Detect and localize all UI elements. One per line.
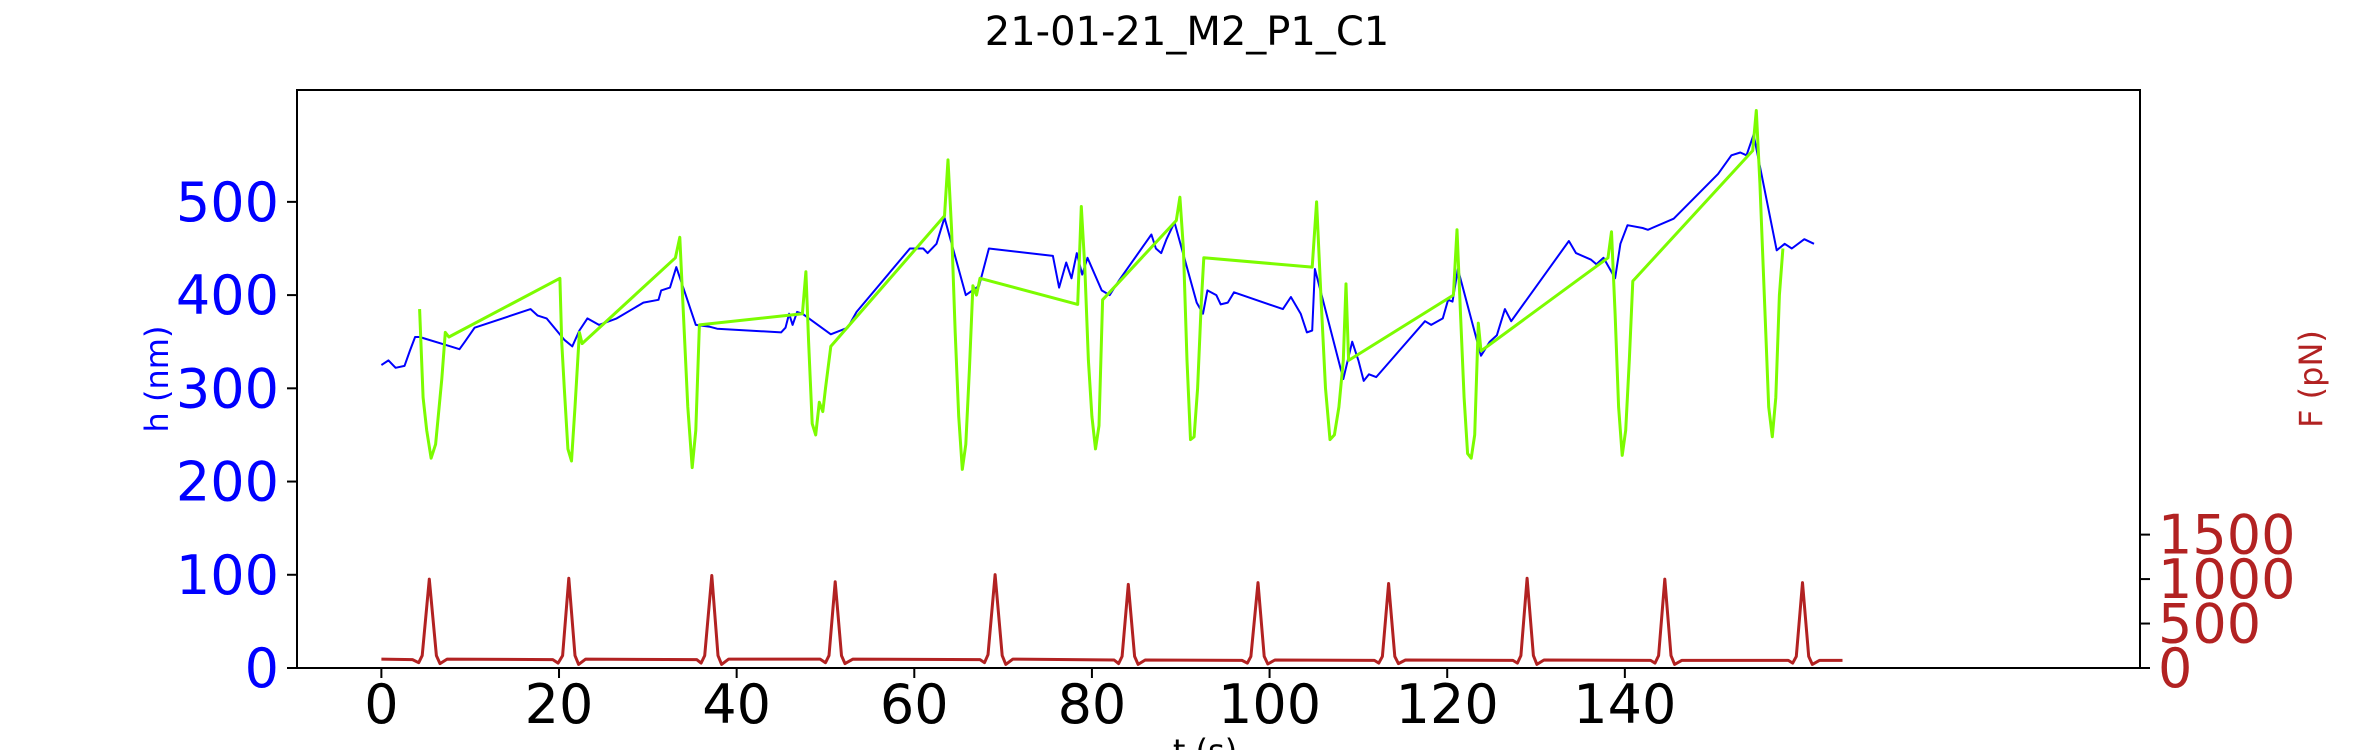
y-left-tick-label: 500 — [176, 171, 279, 234]
x-tick-label: 60 — [880, 673, 949, 736]
h-line-series — [380, 133, 1815, 382]
y-left-tick-label: 100 — [176, 544, 279, 607]
x-tick-label: 0 — [364, 673, 398, 736]
y-axis-left-label: h (nm) — [138, 326, 176, 433]
y-left-tick-label: 300 — [176, 357, 279, 420]
y-right-tick-label: 1500 — [2158, 504, 2295, 567]
x-tick-label: 20 — [525, 673, 594, 736]
chart-title: 21-01-21_M2_P1_C1 — [985, 9, 1389, 55]
y-left-tick-label: 400 — [176, 264, 279, 327]
x-tick-label: 100 — [1218, 673, 1321, 736]
x-tick-label: 120 — [1396, 673, 1499, 736]
x-tick-label: 80 — [1058, 673, 1127, 736]
y-axis-right-label: F (pN) — [2292, 330, 2330, 428]
x-axis-label: t (s) — [1173, 732, 1237, 750]
plot-frame — [296, 89, 2141, 669]
h-highlight-series — [418, 109, 1785, 471]
y-right-tick-label: 500 — [2158, 593, 2261, 656]
x-tick-label: 40 — [702, 673, 771, 736]
y-left-tick-label: 0 — [245, 637, 279, 700]
left-axis-ticks: 0 100 200 300 400 500 — [176, 171, 297, 700]
x-axis-ticks: 0 20 40 60 80 100 120 140 — [364, 668, 1676, 736]
force-line-series — [381, 573, 1843, 666]
x-tick-label: 140 — [1573, 673, 1676, 736]
y-left-tick-label: 200 — [176, 451, 279, 514]
series-layer — [380, 109, 1843, 666]
y-right-tick-label: 0 — [2158, 637, 2192, 700]
y-right-tick-label: 1000 — [2158, 548, 2295, 611]
